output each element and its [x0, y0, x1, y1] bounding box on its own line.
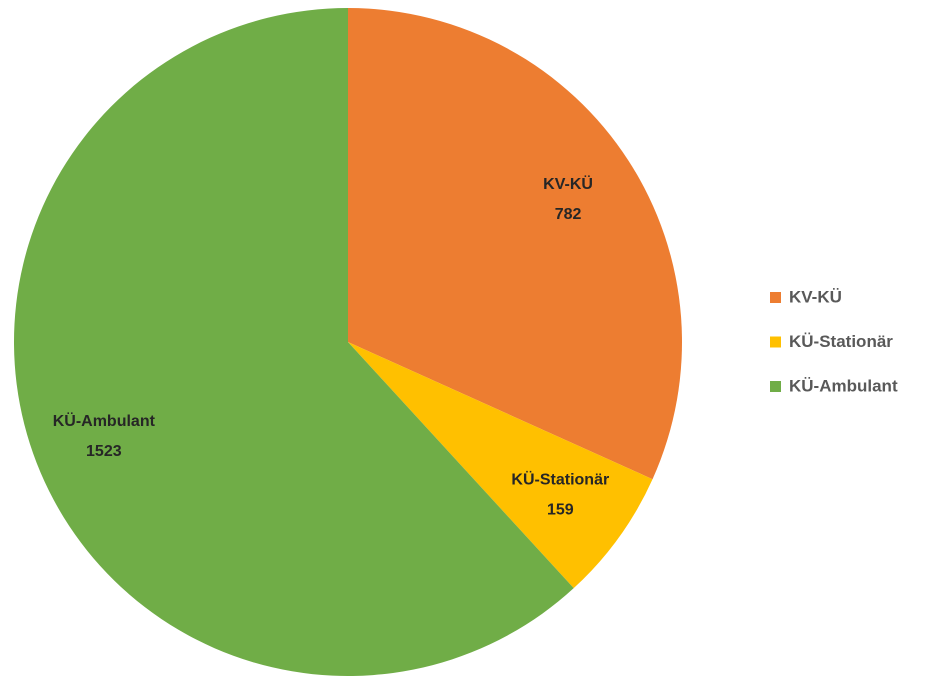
data-label-name: KV-KÜ [543, 174, 593, 193]
legend-swatch [770, 381, 781, 392]
legend-swatch [770, 292, 781, 303]
legend-label: KV-KÜ [789, 287, 842, 306]
data-label-value: 1523 [86, 443, 122, 460]
pie-slice [348, 342, 653, 589]
legend-swatch [770, 336, 781, 348]
legend-label: KÜ-Ambulant [789, 376, 898, 395]
data-label-value: 159 [547, 502, 574, 519]
pie-slice [348, 8, 683, 480]
data-label-name: KÜ-Stationär [511, 470, 609, 489]
data-label-name: KÜ-Ambulant [53, 411, 156, 430]
pie-slice [14, 8, 574, 676]
legend-label: KÜ-Stationär [789, 332, 893, 351]
data-label-value: 782 [555, 206, 582, 223]
